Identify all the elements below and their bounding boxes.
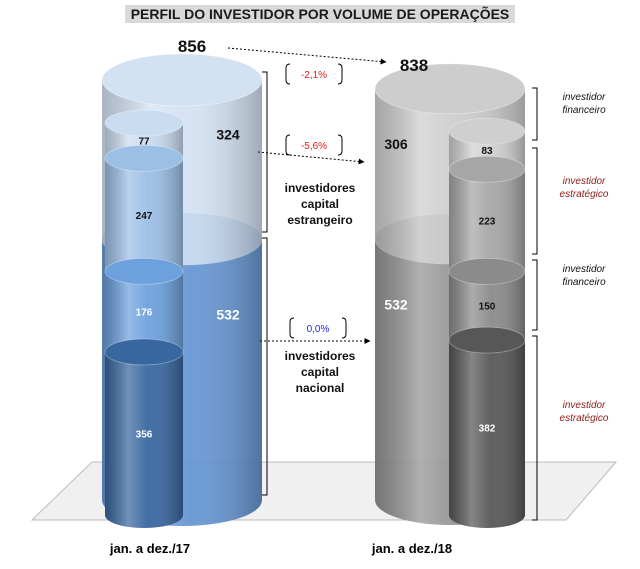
legend-label-0-0: investidor — [563, 92, 606, 103]
change-nacional-bracket-right — [341, 317, 347, 339]
change-nacional-bracket-left — [289, 317, 295, 339]
brace-nacional — [262, 237, 268, 496]
legend-brace-3 — [532, 335, 538, 521]
total-label-2017: 856 — [178, 37, 206, 56]
data-label-inner-2-2018: 223 — [479, 216, 496, 227]
data-label-inner-3-2017: 77 — [138, 137, 150, 148]
inner-segment-2-2018 — [448, 155, 526, 285]
legend-label-1-1: estratégico — [560, 189, 609, 200]
legend-label-3-0: investidor — [563, 400, 606, 411]
chart-title-text: PERFIL DO INVESTIDOR POR VOLUME DE OPERA… — [124, 5, 516, 23]
legend-label-2-0: investidor — [563, 264, 606, 275]
data-label-inner-0-2017: 356 — [136, 429, 153, 440]
arrow-total — [227, 47, 387, 65]
change-estrangeiro-bracket-left — [285, 134, 291, 156]
data-label-inner-2-2017: 247 — [136, 211, 153, 222]
legend-brace-2 — [532, 259, 538, 331]
data-label-estrangeiro-2018: 306 — [384, 136, 408, 152]
data-label-inner-1-2017: 176 — [136, 308, 153, 319]
x-tick-label-2018: jan. a dez./18 — [371, 541, 452, 556]
legend-brace-1 — [532, 147, 538, 255]
change-estrangeiro: -5,6% — [301, 141, 327, 152]
x-tick-label-2017: jan. a dez./17 — [109, 541, 190, 556]
change-total: -2,1% — [301, 70, 327, 81]
data-label-estrangeiro-2017: 324 — [216, 126, 240, 142]
group-label-nacional-0: investidores — [285, 349, 356, 363]
inner-segment-0-2017 — [104, 338, 184, 528]
data-label-inner-1-2018: 150 — [479, 302, 496, 313]
inner-segment-2-2017 — [104, 144, 184, 285]
legend-label-0-1: financeiro — [562, 105, 606, 116]
legend-label-2-1: financeiro — [562, 277, 606, 288]
legend-label-3-1: estratégico — [560, 413, 609, 424]
data-label-inner-0-2018: 382 — [479, 424, 496, 435]
inner-segment-0-2018 — [448, 326, 526, 528]
group-label-nacional-1: capital — [301, 365, 339, 379]
total-label-2018: 838 — [400, 56, 428, 75]
data-label-nacional-2017: 532 — [216, 306, 240, 322]
group-label-estrangeiro-1: capital — [301, 197, 339, 211]
arrow-estrangeiro — [257, 151, 365, 165]
change-total-bracket-left — [285, 63, 291, 85]
legend-brace-0 — [532, 87, 538, 141]
group-label-estrangeiro-0: investidores — [285, 181, 356, 195]
chart-title: PERFIL DO INVESTIDOR POR VOLUME DE OPERA… — [0, 5, 640, 24]
data-label-nacional-2018: 532 — [384, 296, 408, 312]
group-label-estrangeiro-2: estrangeiro — [287, 213, 352, 227]
change-nacional: 0,0% — [307, 324, 330, 335]
change-total-bracket-right — [337, 63, 343, 85]
brace-estrangeiro — [262, 71, 268, 233]
data-label-inner-3-2018: 83 — [481, 146, 493, 157]
legend-label-1-0: investidor — [563, 176, 606, 187]
group-label-nacional-2: nacional — [296, 381, 345, 395]
change-estrangeiro-bracket-right — [337, 134, 343, 156]
